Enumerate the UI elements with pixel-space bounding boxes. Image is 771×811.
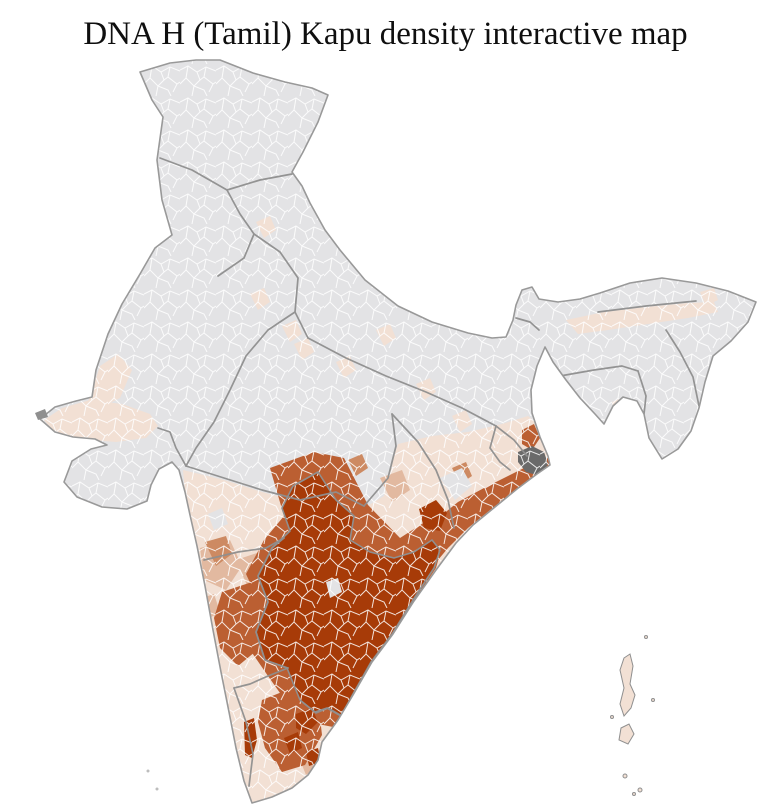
region-lakshadweep-islets[interactable]	[146, 769, 159, 791]
kutch-west-spur	[35, 409, 48, 420]
region-andaman-nicobar-islands[interactable]	[610, 635, 655, 796]
page-title: DNA H (Tamil) Kapu density interactive m…	[83, 16, 688, 52]
